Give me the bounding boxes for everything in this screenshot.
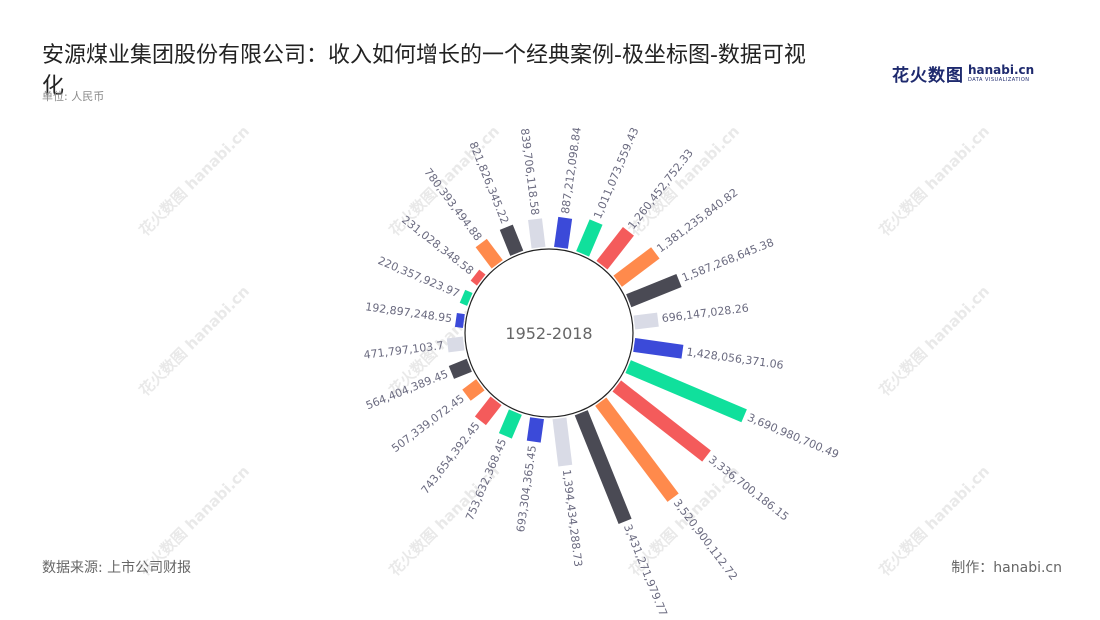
- bar-5[interactable]: [633, 312, 659, 330]
- bar-14[interactable]: [474, 396, 502, 426]
- bar-label-5: 696,147,028.26: [661, 302, 749, 326]
- inner-circle: [464, 248, 634, 418]
- bar-label-3: 1,381,235,840.82: [654, 186, 740, 255]
- bar-label-0: 887,212,098.84: [559, 126, 584, 214]
- bar-6[interactable]: [633, 338, 684, 359]
- bar-0[interactable]: [554, 216, 573, 249]
- bar-10[interactable]: [574, 410, 632, 524]
- logo-cn-text: 花火数图: [892, 65, 964, 86]
- bar-label-23: 839,706,118.58: [518, 128, 542, 216]
- bar-label-12: 693,304,365.45: [514, 445, 539, 533]
- bar-group-5: 696,147,028.26: [633, 302, 749, 330]
- logo-en-text: hanabi.cn: [968, 62, 1035, 77]
- bar-label-7: 3,690,980,700.49: [745, 411, 840, 461]
- bar-22[interactable]: [499, 224, 524, 256]
- chart-title: 安源煤业集团股份有限公司：收入如何增长的一个经典案例-极坐标图-数据可视化: [42, 43, 806, 99]
- bar-23[interactable]: [528, 218, 546, 249]
- bar-group-18: 192,897,248.95: [364, 300, 465, 328]
- bar-15[interactable]: [462, 379, 485, 401]
- bar-label-11: 1,394,434,288.73: [560, 469, 585, 568]
- bar-17[interactable]: [446, 336, 465, 353]
- maker-credit: 制作：hanabi.cn: [951, 560, 1062, 576]
- bar-label-16: 564,404,389.45: [364, 367, 450, 412]
- bar-label-10: 3,431,271,979.77: [621, 522, 670, 618]
- brand-logo: 花火数图 hanabi.cn DATA VISUALIZATION: [892, 60, 1034, 86]
- bar-19[interactable]: [459, 289, 473, 306]
- bar-label-18: 192,897,248.95: [364, 300, 452, 325]
- logo-sub-text: DATA VISUALIZATION: [968, 76, 1030, 83]
- bar-3[interactable]: [613, 247, 660, 287]
- bar-group-4: 1,587,268,645.38: [626, 236, 776, 308]
- bar-label-17: 471,797,103.7: [363, 339, 444, 362]
- bar-4[interactable]: [626, 273, 682, 308]
- unit-label: 单位: 人民币: [42, 90, 105, 103]
- bar-group-17: 471,797,103.7: [363, 336, 465, 362]
- bar-label-4: 1,587,268,645.38: [680, 236, 776, 285]
- center-label: 1952-2018: [505, 324, 592, 343]
- bar-group-23: 839,706,118.58: [518, 128, 546, 249]
- bar-13[interactable]: [498, 409, 522, 439]
- bar-group-12: 693,304,365.45: [514, 417, 544, 533]
- bar-11[interactable]: [552, 417, 573, 467]
- bar-7[interactable]: [625, 360, 747, 423]
- bar-21[interactable]: [475, 238, 503, 269]
- bar-group-0: 887,212,098.84: [554, 126, 584, 249]
- bar-group-11: 1,394,434,288.73: [552, 417, 585, 568]
- bar-18[interactable]: [454, 312, 465, 328]
- bar-1[interactable]: [576, 219, 603, 257]
- bar-label-2: 1,260,452,752.33: [625, 147, 696, 232]
- bar-group-6: 1,428,056,371.06: [633, 338, 785, 372]
- bar-16[interactable]: [448, 358, 472, 379]
- data-source: 数据来源: 上市公司财报: [42, 560, 192, 576]
- bar-8[interactable]: [612, 380, 711, 462]
- bar-label-6: 1,428,056,371.06: [686, 345, 785, 372]
- bar-label-1: 1,011,073,559.43: [591, 125, 641, 220]
- logo-en-block: hanabi.cn DATA VISUALIZATION: [968, 64, 1034, 83]
- bar-label-8: 3,336,700,186.15: [706, 453, 791, 524]
- bar-2[interactable]: [596, 227, 634, 270]
- bar-label-9: 3,520,900,112.72: [671, 497, 740, 583]
- bar-label-22: 821,826,345.22: [466, 140, 511, 226]
- bar-20[interactable]: [470, 269, 486, 286]
- bar-12[interactable]: [526, 417, 544, 443]
- bar-9[interactable]: [595, 397, 679, 502]
- bar-label-13: 753,632,368.45: [463, 437, 509, 523]
